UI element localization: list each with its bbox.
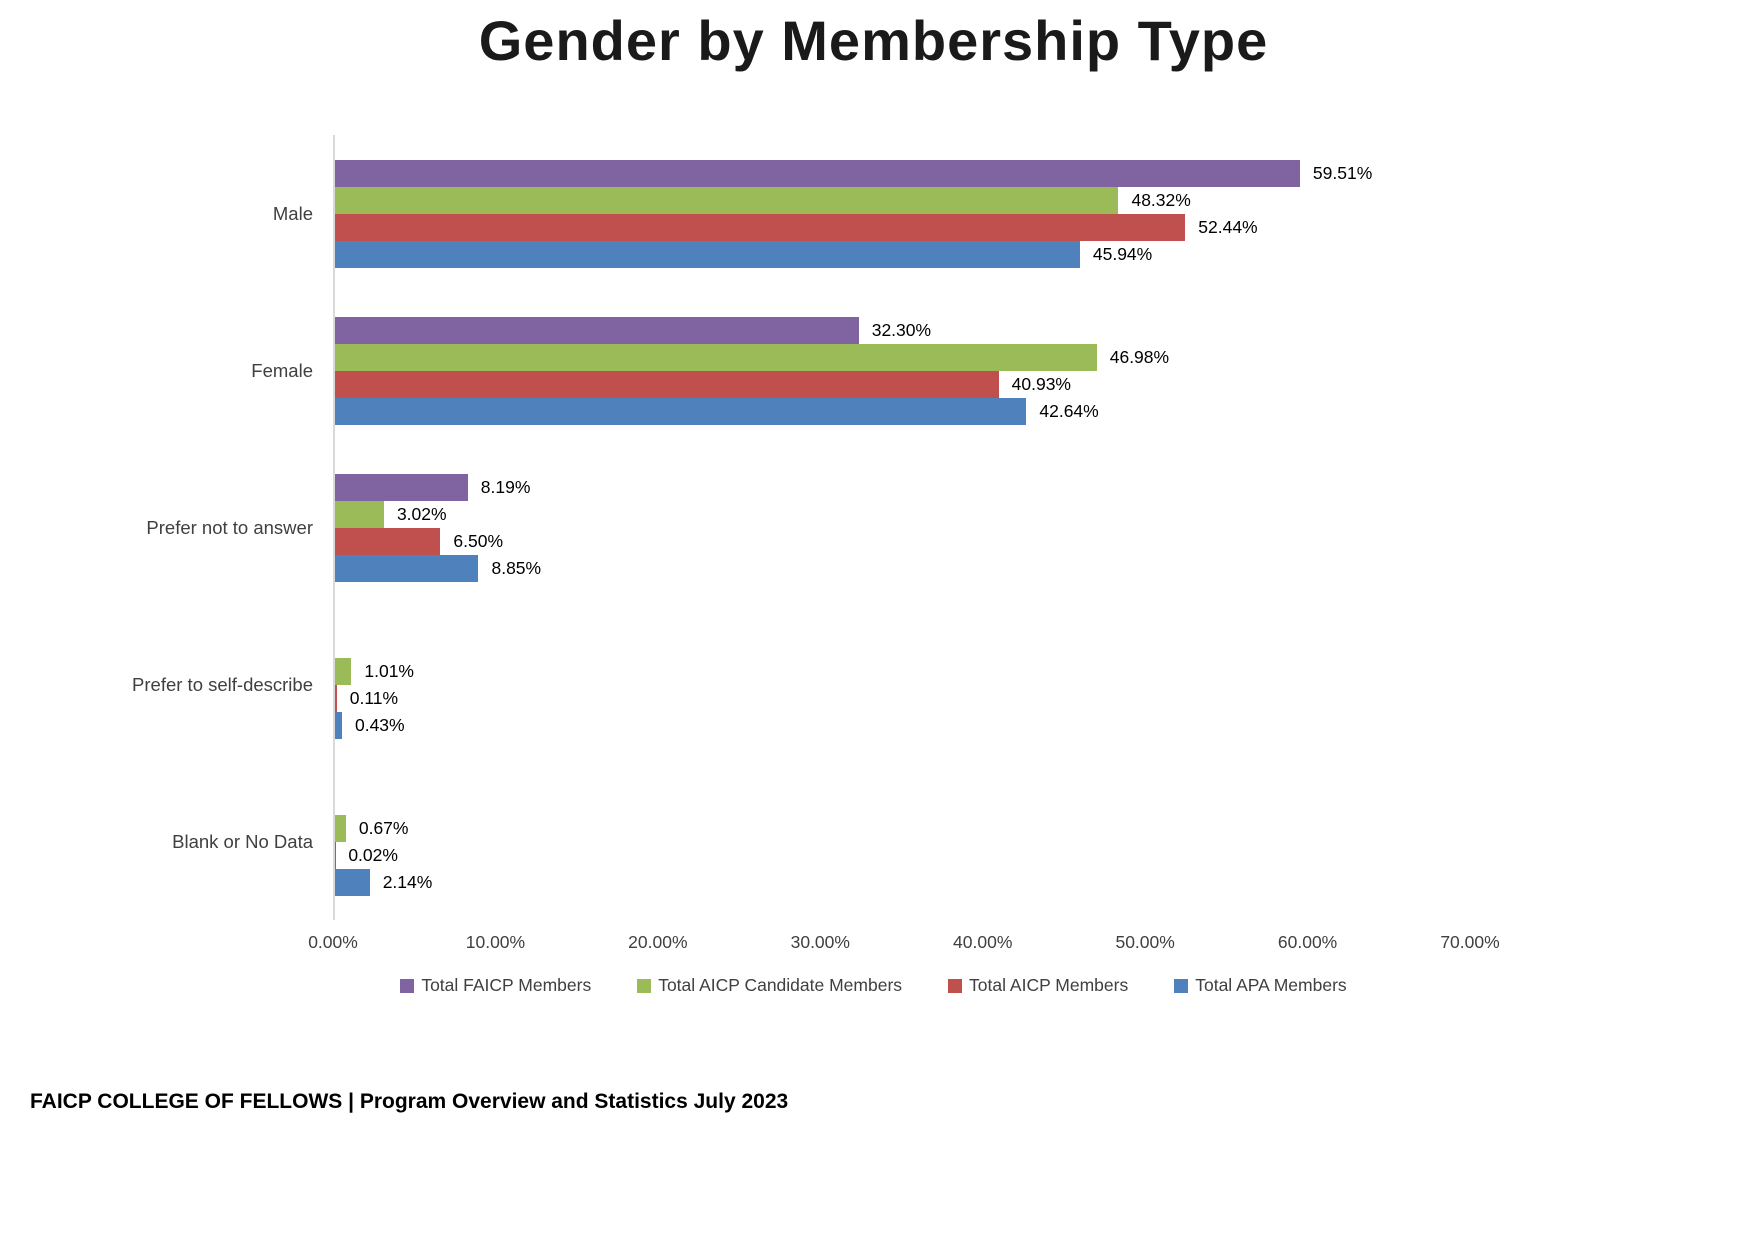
bar-value-label: 0.02%: [348, 844, 398, 865]
bar-group: Prefer to self-describe 1.01% 0.11% 0.43%: [132, 606, 1470, 763]
bar-slot: 45.94%: [335, 240, 1470, 268]
x-tick-label: 60.00%: [1277, 932, 1338, 952]
bar-value-label: 46.98%: [1109, 346, 1170, 367]
x-tick-label: 30.00%: [790, 932, 850, 952]
bar-value-label: 2.14%: [382, 871, 433, 892]
legend-swatch: [948, 978, 963, 993]
bar-slot: 59.51%: [335, 159, 1470, 187]
bar-value-label: 1.01%: [364, 660, 414, 681]
legend-label: Total AICP Members: [969, 975, 1129, 995]
bar: [335, 473, 468, 501]
category-label: Prefer not to answer: [146, 516, 313, 538]
x-axis: 0.00% 10.00% 20.00% 30.00% 40.00% 50.00% 60.00…: [308, 932, 1499, 956]
bar-value-label: 40.93%: [1011, 373, 1071, 394]
x-tick-label: 20.00%: [628, 932, 688, 952]
legend-label: Total AICP Candidate Members: [658, 975, 903, 995]
category-label: Blank or No Data: [172, 830, 313, 852]
bar-slot: 0.02%: [335, 841, 1470, 869]
bar: [335, 370, 999, 398]
bar-slot: 40.93%: [335, 370, 1470, 398]
bar-value-label: 48.32%: [1131, 189, 1191, 210]
bar-slot: 46.98%: [335, 343, 1470, 371]
x-tick-label: 50.00%: [1115, 932, 1175, 952]
bar-slot: 6.50%: [335, 527, 1470, 555]
bar-group: Female 32.30% 46.98% 40.93% 42.64%: [251, 292, 1470, 449]
bar: [335, 527, 441, 555]
bar-value-label: 0.11%: [349, 687, 399, 708]
bar-value-label: 52.44%: [1198, 216, 1258, 237]
footer-text: FAICP COLLEGE OF FELLOWS | Program Overv…: [30, 1090, 789, 1113]
bar-value-label: 3.02%: [396, 503, 447, 524]
bar-value-label: 42.64%: [1039, 400, 1099, 421]
bar-slot: 0.67%: [335, 814, 1470, 842]
legend-item: Total FAICP Members: [400, 975, 591, 996]
bar-cluster: 1.01% 0.11% 0.43%: [335, 631, 1470, 739]
bar-value-label: 0.67%: [358, 817, 409, 838]
plot-area: Male 59.51% 48.32% 52.44% 45.94% Female 32.30%…: [132, 135, 1470, 920]
bar: [335, 343, 1097, 371]
bar-slot: 0.43%: [335, 711, 1470, 739]
bar-cluster: 0.67% 0.02% 2.14%: [335, 788, 1470, 896]
legend-swatch: [400, 978, 415, 993]
bar: [335, 159, 1300, 187]
bar: [335, 554, 479, 582]
bar: [335, 316, 859, 344]
bar: [335, 868, 370, 896]
bar: [335, 240, 1080, 268]
bar-slot: 52.44%: [335, 213, 1470, 241]
legend-item: Total APA Members: [1174, 975, 1347, 996]
legend-item: Total AICP Members: [948, 975, 1128, 996]
bar-slot: 3.02%: [335, 500, 1470, 528]
bar-slot: 42.64%: [335, 397, 1470, 425]
category-label: Female: [251, 359, 313, 381]
legend-label: Total FAICP Members: [421, 975, 592, 995]
bar-slot: 0.11%: [335, 684, 1470, 712]
bar-value-label: 8.19%: [480, 476, 531, 497]
bar-slot: 2.14%: [335, 868, 1470, 896]
bar: [335, 397, 1027, 425]
bar: [335, 186, 1119, 214]
bar-cluster: 8.19% 3.02% 6.50% 8.85%: [335, 473, 1470, 582]
bar-value-label: 8.85%: [491, 557, 542, 578]
category-label: Prefer to self-describe: [132, 673, 313, 695]
x-tick-label: 70.00%: [1440, 932, 1500, 952]
x-tick-label: 0.00%: [308, 932, 358, 952]
bar-cluster: 59.51% 48.32% 52.44% 45.94%: [335, 159, 1470, 268]
bar-slot: 1.01%: [335, 657, 1470, 685]
bar: [335, 500, 384, 528]
bar-slot: [335, 631, 1470, 658]
bar-value-label: 6.50%: [453, 530, 504, 551]
bar: [335, 213, 1186, 241]
bar: [335, 814, 346, 842]
bar-value-label: 0.43%: [354, 714, 405, 735]
bar: [335, 657, 352, 685]
legend-label: Total APA Members: [1195, 975, 1347, 995]
bar-value-label: 45.94%: [1092, 243, 1153, 264]
legend: Total FAICP Members Total AICP Candidate …: [0, 975, 1747, 996]
bar-group: Male 59.51% 48.32% 52.44% 45.94%: [273, 135, 1470, 292]
legend-item: Total AICP Candidate Members: [637, 975, 902, 996]
bar-slot: 8.85%: [335, 554, 1470, 582]
bar-value-label: 59.51%: [1312, 162, 1373, 183]
chart-title: Gender by Membership Type: [478, 9, 1269, 72]
bar: [335, 711, 342, 739]
bar-slot: 8.19%: [335, 473, 1470, 501]
bar-value-label: 32.30%: [871, 319, 932, 340]
bar-group: Blank or No Data 0.67% 0.02% 2.14%: [172, 763, 1470, 920]
legend-swatch: [1174, 978, 1189, 993]
category-label: Male: [272, 202, 313, 224]
bar-cluster: 32.30% 46.98% 40.93% 42.64%: [335, 316, 1470, 425]
bar-slot: 48.32%: [335, 186, 1470, 214]
legend-swatch: [637, 978, 652, 993]
bar-slot: 32.30%: [335, 316, 1470, 344]
x-tick-label: 10.00%: [465, 932, 526, 952]
bar-slot: [335, 788, 1470, 815]
bar: [335, 684, 337, 712]
x-tick-label: 40.00%: [953, 932, 1013, 952]
bar-group: Prefer not to answer 8.19% 3.02% 6.50% 8.85%: [146, 449, 1470, 606]
